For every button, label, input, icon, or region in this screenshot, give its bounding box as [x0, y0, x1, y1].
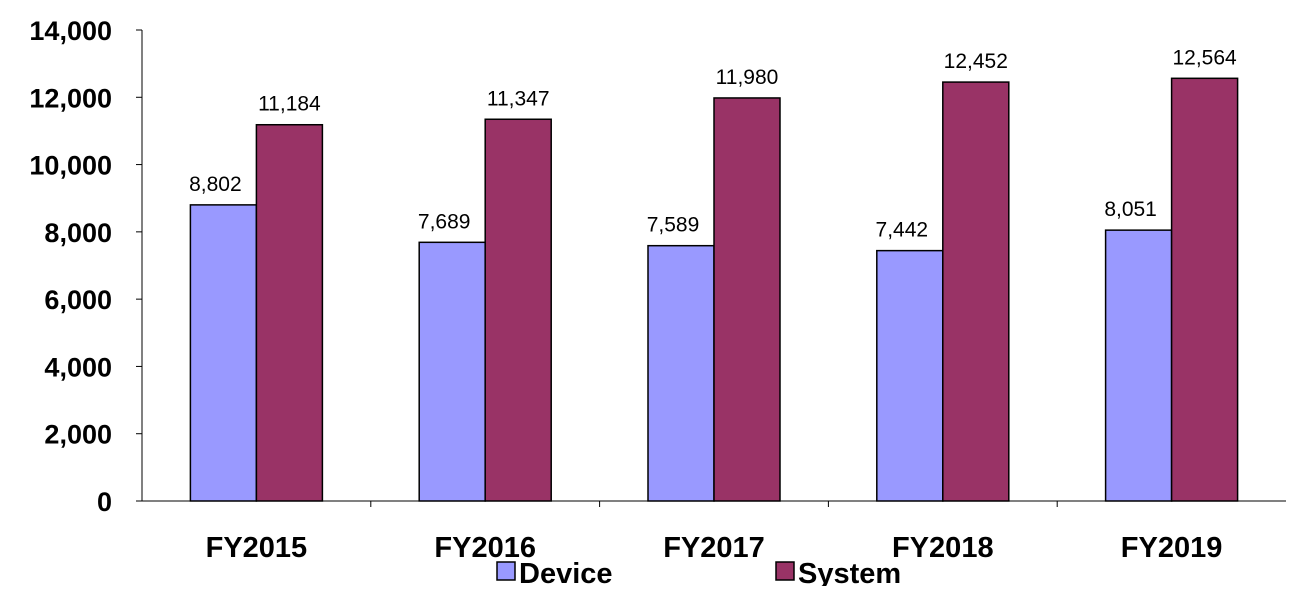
data-label-device: 8,802	[189, 173, 242, 196]
y-tick-label: 6,000	[44, 285, 112, 315]
bar-system-fy2016	[484, 118, 552, 502]
y-tick-label: 8,000	[44, 218, 112, 248]
bar-device-fy2017	[647, 244, 715, 502]
bar-system-fy2015	[255, 123, 324, 502]
legend-label-device: Device	[519, 558, 613, 586]
bar-device-fy2016	[418, 241, 486, 502]
data-label-device: 7,689	[418, 210, 471, 233]
legend-swatch-system	[775, 561, 795, 581]
y-tick-label: 10,000	[29, 151, 112, 181]
data-labels: 8,802 11,184 7,689 11,347 7,589 11,980 7,442 12…	[189, 46, 1237, 241]
legend: Device System	[496, 558, 901, 590]
y-tick-label: 14,000	[29, 16, 112, 46]
legend-label-system: System	[798, 558, 901, 586]
bar-device-fy2018	[876, 249, 944, 502]
bar-system-fy2018	[942, 81, 1010, 502]
legend-swatch-device	[496, 561, 516, 581]
y-tick-label: 12,000	[29, 83, 112, 113]
data-label-device: 7,442	[876, 219, 929, 242]
data-label-system: 11,347	[487, 87, 550, 110]
data-label-system: 11,980	[716, 66, 779, 89]
bars	[189, 77, 1239, 502]
data-label-device: 8,051	[1104, 198, 1157, 221]
bar-device-fy2015	[189, 204, 258, 502]
y-tick-label: 4,000	[44, 352, 112, 382]
axes: 0 2,000 4,000 6,000 8,000 10,000 12,000 14,000 F…	[29, 16, 1286, 564]
bar-device-fy2019	[1104, 229, 1173, 502]
x-tick-label: FY2019	[1121, 532, 1223, 564]
x-tick-label: FY2017	[663, 532, 765, 564]
data-label-device: 7,589	[647, 214, 700, 237]
data-label-system: 11,184	[258, 93, 321, 116]
data-label-system: 12,452	[944, 50, 1008, 73]
x-tick-label: FY2016	[434, 532, 536, 564]
bar-system-fy2019	[1170, 77, 1239, 502]
bar-system-fy2017	[713, 97, 781, 502]
y-tick-label: 0	[97, 487, 112, 517]
x-tick-label: FY2015	[206, 532, 308, 564]
x-tick-label: FY2018	[892, 532, 994, 564]
data-label-system: 12,564	[1172, 46, 1237, 69]
y-tick-label: 2,000	[44, 420, 112, 450]
